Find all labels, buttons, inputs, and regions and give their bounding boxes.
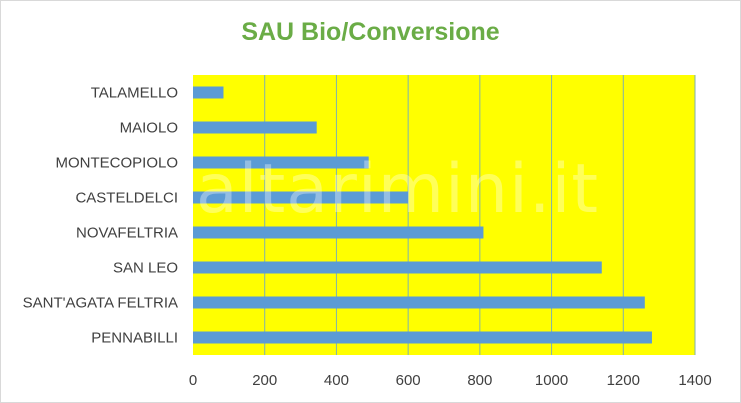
category-label: NOVAFELTRIA (76, 225, 178, 242)
x-tick-label: 1400 (678, 372, 711, 389)
x-tick-label: 600 (396, 372, 421, 389)
x-tick-label: 0 (189, 372, 197, 389)
bar (193, 121, 317, 134)
x-tick-label: 400 (324, 372, 349, 389)
bar (193, 156, 369, 169)
x-tick-labels: 0 200 400 600 800 1000 1200 1400 (189, 372, 712, 389)
category-label: CASTELDELCI (75, 190, 178, 207)
category-label: TALAMELLO (91, 85, 178, 102)
watermark: altarimini.it (196, 150, 600, 229)
bar (193, 261, 602, 274)
bar (193, 331, 652, 344)
bar (193, 226, 484, 239)
x-tick-label: 1200 (607, 372, 640, 389)
category-label: SAN LEO (113, 260, 178, 277)
x-tick-label: 1000 (535, 372, 568, 389)
category-labels: TALAMELLO MAIOLO MONTECOPIOLO CASTELDELCI NO… (23, 85, 178, 347)
category-label: MONTECOPIOLO (55, 155, 178, 172)
category-label: PENNABILLI (91, 330, 178, 347)
x-tick-label: 200 (252, 372, 277, 389)
bar (193, 86, 224, 99)
category-label: SANT'AGATA FELTRIA (23, 295, 178, 312)
bars (193, 86, 652, 344)
x-tick-label: 800 (467, 372, 492, 389)
category-label: MAIOLO (120, 120, 178, 137)
bar (193, 296, 645, 309)
chart-title: SAU Bio/Conversione (241, 18, 500, 46)
bar (193, 191, 409, 204)
